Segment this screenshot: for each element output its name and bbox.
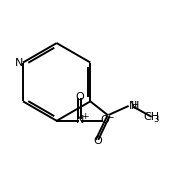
Text: −: − bbox=[106, 112, 114, 121]
Text: N: N bbox=[129, 101, 137, 111]
Text: +: + bbox=[81, 112, 88, 121]
Text: CH: CH bbox=[143, 112, 160, 122]
Text: H: H bbox=[131, 101, 140, 111]
Text: N: N bbox=[75, 115, 84, 125]
Text: O: O bbox=[75, 92, 84, 102]
Text: O: O bbox=[93, 136, 102, 146]
Text: 3: 3 bbox=[154, 115, 159, 124]
Text: N: N bbox=[14, 57, 23, 67]
Text: O: O bbox=[100, 115, 109, 125]
